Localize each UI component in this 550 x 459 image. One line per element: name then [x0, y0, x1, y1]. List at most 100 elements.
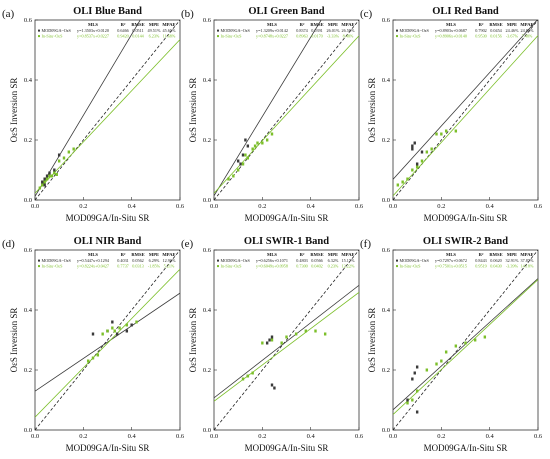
- y-tick-label: 0.6: [203, 17, 212, 24]
- insitu-point: [435, 362, 438, 366]
- y-tick-label: 0.6: [382, 17, 391, 24]
- modis-point: [236, 159, 240, 163]
- insitu-point: [101, 332, 104, 336]
- y-tick-label: 0.0: [24, 197, 32, 204]
- stat-mls: y=1.3503x+0.0120: [77, 28, 109, 33]
- stat-rmse: 0.0156: [490, 34, 502, 39]
- insitu-fit-line: [393, 35, 538, 197]
- insitu-point: [236, 168, 240, 172]
- stat-mpae: 45.65%: [163, 28, 176, 33]
- legend-series-name: MOD09GA~OεS: [400, 28, 430, 33]
- modis-point: [111, 320, 114, 324]
- modis-point: [244, 138, 247, 142]
- stat-mpe: -3.33%: [327, 34, 340, 39]
- y-tick-label: 0.2: [382, 367, 390, 374]
- x-axis-label: MOD09GA/In-Situ SR: [424, 213, 508, 223]
- modis-point: [57, 153, 61, 157]
- x-tick-label: 0.2: [79, 203, 87, 210]
- stat-mls: y=0.8224x+0.0427: [77, 264, 109, 269]
- stats-header: MPE: [328, 252, 338, 257]
- insitu-point: [62, 156, 66, 160]
- stats-header: RMSE: [310, 22, 323, 27]
- y-tick-label: 0.6: [24, 17, 33, 24]
- one-to-one-line: [35, 250, 180, 430]
- modis-point: [241, 153, 245, 157]
- x-tick-label: 0.2: [258, 203, 266, 210]
- one-to-one-line: [214, 250, 359, 430]
- insitu-point: [483, 335, 487, 339]
- x-tick-label: 0.0: [210, 203, 218, 210]
- stat-mpe: -3.67%: [506, 34, 519, 39]
- x-tick-label: 0.6: [176, 433, 185, 440]
- stats-header: MLS: [88, 22, 98, 27]
- stats-header: MPE: [328, 22, 338, 27]
- insitu-point: [430, 147, 433, 151]
- insitu-point: [444, 129, 448, 133]
- panel-label: (f): [360, 238, 371, 250]
- insitu-point: [265, 138, 269, 142]
- stats-header: MPAE: [162, 22, 175, 27]
- stats-header: MPAE: [520, 252, 533, 257]
- x-tick-label: 0.4: [128, 433, 137, 440]
- x-tick-label: 0.6: [176, 203, 185, 210]
- insitu-point: [91, 356, 95, 360]
- x-tick-label: 0.6: [355, 433, 364, 440]
- stat-mpae: 12.22%: [342, 264, 355, 269]
- fit-lines: [214, 20, 359, 200]
- stats-header: MLS: [446, 22, 456, 27]
- y-tick-label: 0.0: [203, 197, 211, 204]
- y-tick-label: 0.4: [24, 307, 33, 314]
- insitu-point: [43, 180, 46, 184]
- one-to-one-line: [35, 20, 180, 200]
- modis-point: [411, 144, 414, 148]
- one-to-one-line: [393, 250, 538, 430]
- insitu-point: [96, 353, 100, 357]
- stat-mls: y=0.8903x+0.0687: [435, 28, 467, 33]
- legend-series-name: In-Situ~OεS: [42, 34, 64, 39]
- modis-fit-line: [393, 20, 538, 180]
- stat-rmse: 0.0313: [132, 264, 144, 269]
- modis-point: [411, 377, 414, 381]
- y-tick-label: 0.2: [24, 137, 32, 144]
- x-axis-label: MOD09GA/In-Situ SR: [245, 213, 329, 223]
- insitu-point: [444, 350, 448, 354]
- stats-header: MPAE: [162, 252, 175, 257]
- panel-label: (d): [2, 238, 15, 250]
- stats-header: RMSE: [310, 252, 323, 257]
- insitu-point: [396, 183, 400, 187]
- modis-point: [270, 335, 274, 339]
- insitu-point: [406, 401, 409, 405]
- y-tick-label: 0.6: [382, 247, 391, 254]
- insitu-point: [401, 180, 404, 184]
- y-tick-label: 0.2: [382, 137, 390, 144]
- legend-series-name: In-Situ~OεS: [400, 264, 422, 269]
- stat-mpae: 12.90%: [163, 258, 176, 263]
- insitu-point: [67, 150, 71, 154]
- stats-header: R²: [300, 252, 305, 257]
- insitu-point: [304, 329, 308, 333]
- insitu-point: [435, 132, 438, 136]
- stat-mpae: 15.17%: [342, 258, 355, 263]
- insitu-point: [256, 141, 259, 145]
- stat-rmse: 0.0562: [132, 258, 144, 263]
- insitu-point: [285, 335, 288, 339]
- insitu-point: [454, 344, 458, 348]
- stat-rmse: 0.0454: [490, 28, 502, 33]
- insitu-point: [411, 168, 414, 172]
- stat-rmse: 0.0511: [132, 28, 143, 33]
- insitu-point: [50, 174, 54, 178]
- fit-lines: [214, 250, 359, 430]
- insitu-point: [454, 129, 458, 133]
- stats-header: MPAE: [341, 22, 354, 27]
- y-tick-label: 0.0: [382, 197, 390, 204]
- x-tick-label: 0.2: [258, 433, 266, 440]
- stats-header: R²: [479, 252, 484, 257]
- chart-title: OLI NIR Band: [74, 236, 142, 247]
- stat-r2: 0.4031: [117, 258, 129, 263]
- legend-series-name: In-Situ~OεS: [42, 264, 64, 269]
- x-tick-label: 0.4: [128, 203, 137, 210]
- modis-point: [53, 168, 56, 172]
- legend-marker: [217, 259, 219, 262]
- insitu-point: [241, 377, 245, 381]
- panel-f: (f) OLI SWIR-2 Band 0.00.0 0.2 0.2 0.4 0.4 0.6 0…: [360, 236, 543, 453]
